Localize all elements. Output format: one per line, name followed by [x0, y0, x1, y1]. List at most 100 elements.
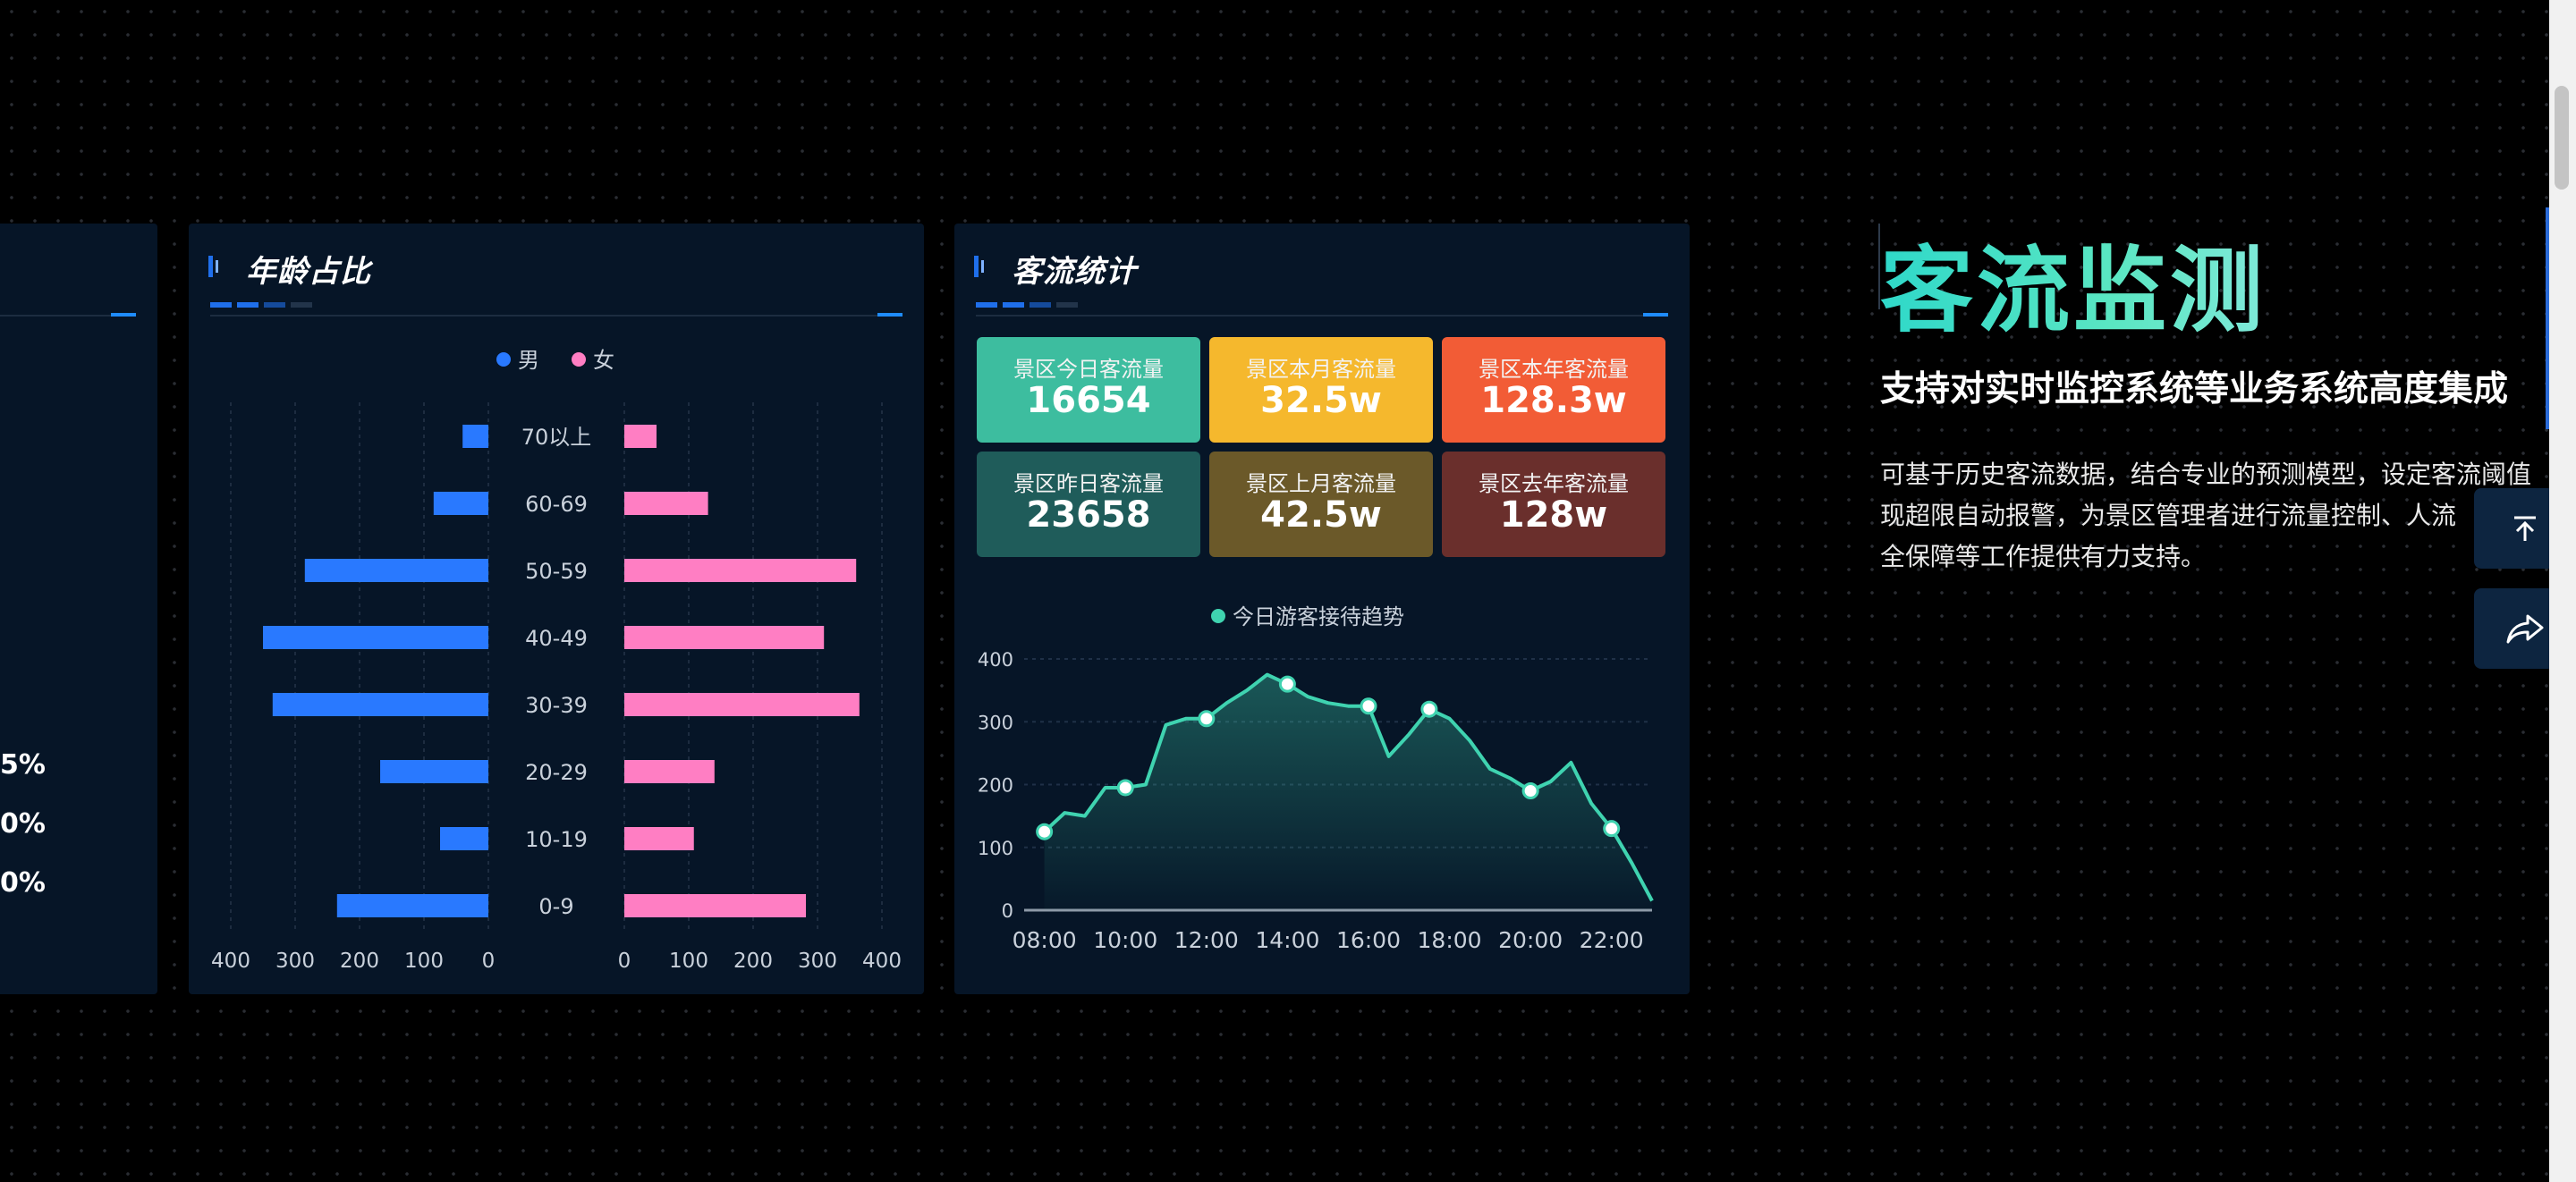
- category-label: 20-29: [525, 760, 588, 785]
- panel-title: 年龄占比: [246, 254, 371, 290]
- bar-male: [263, 626, 488, 649]
- back-to-top-icon: [2514, 516, 2536, 541]
- category-label: 60-69: [525, 492, 588, 517]
- panel-divider: [0, 315, 136, 317]
- stat-card-year: 景区本年客流量 128.3w: [1442, 337, 1665, 443]
- stat-value: 128w: [1499, 494, 1608, 536]
- y-tick-label: 0: [1002, 900, 1013, 922]
- panel-divider: [976, 315, 1668, 317]
- x-tick-label: 200: [733, 950, 773, 973]
- visitor-stats-panel: 客流统计 景区今日客流量 16654 景区本月客流量 32.5w 景区本年客流量…: [954, 224, 1690, 994]
- legend-label: 女: [593, 348, 614, 373]
- stat-card-month: 景区本月客流量 32.5w: [1209, 337, 1433, 443]
- bar-female: [624, 626, 825, 649]
- y-tick-label: 200: [978, 775, 1013, 797]
- description-line: 可基于历史客流数据，结合专业的预测模型，设定客流阈值: [1880, 460, 2532, 489]
- trend-point: [1360, 697, 1377, 715]
- category-label: 70以上: [521, 425, 592, 450]
- stat-value: 16654: [1026, 380, 1151, 421]
- legend-marker: [572, 352, 586, 367]
- x-tick-label: 400: [862, 950, 902, 973]
- x-tick-label: 12:00: [1174, 927, 1239, 953]
- scrollbar-thumb[interactable]: [2555, 86, 2569, 190]
- legend-marker: [496, 352, 511, 367]
- x-tick-label: 300: [798, 950, 837, 973]
- panel-divider-accent: [1643, 313, 1668, 317]
- trend-point: [1116, 779, 1134, 797]
- bar-male: [440, 827, 488, 850]
- stat-label: 景区本年客流量: [1479, 357, 1629, 382]
- section-title: 客流监测: [1880, 215, 2267, 350]
- trend-point: [1036, 823, 1054, 840]
- x-tick-label: 14:00: [1255, 927, 1319, 953]
- trend-point: [1420, 700, 1438, 718]
- stat-value: 32.5w: [1260, 380, 1382, 421]
- stat-label: 景区上月客流量: [1246, 471, 1396, 496]
- section-description: 可基于历史客流数据，结合专业的预测模型，设定客流阈值 现超限自动报警，为景区管理…: [1880, 454, 2560, 578]
- chart-title: 今日游客接待趋势: [1233, 604, 1404, 629]
- description-line: 现超限自动报警，为景区管理者进行流量控制、人流: [1880, 501, 2457, 530]
- trend-line: [1043, 672, 1654, 902]
- panel-divider-accent: [111, 313, 136, 317]
- trend-point: [1198, 710, 1216, 728]
- bar-female: [624, 827, 694, 850]
- age-ratio-panel: 年龄占比 男 女 400 300 200 100 0 0 100 200 300 400 70以上 60-…: [189, 224, 924, 994]
- bar-female: [624, 425, 657, 448]
- bar-female: [624, 894, 807, 917]
- stat-label: 景区本月客流量: [1246, 357, 1396, 382]
- title-mark-icon: [974, 256, 988, 277]
- age-pyramid-chart: 男 女 400 300 200 100 0 0 100 200 300 400 70以上 60-69 50-…: [211, 348, 902, 973]
- x-tick-label: 16:00: [1336, 927, 1401, 953]
- stat-value: 128.3w: [1480, 380, 1627, 421]
- x-tick-label: 200: [340, 950, 379, 973]
- bar-male: [336, 894, 488, 917]
- x-tick-label: 300: [275, 950, 315, 973]
- panel-title: 客流统计: [1012, 254, 1137, 290]
- y-tick-label: 100: [978, 838, 1013, 859]
- category-label: 10-19: [525, 827, 588, 852]
- stat-card-last-year: 景区去年客流量 128w: [1442, 452, 1665, 557]
- stat-card-yesterday: 景区昨日客流量 23658: [977, 452, 1200, 557]
- stat-value: 42.5w: [1260, 494, 1382, 536]
- percent-label: 0%: [0, 867, 46, 899]
- stat-card-today: 景区今日客流量 16654: [977, 337, 1200, 443]
- category-label: 0-9: [538, 894, 573, 919]
- x-tick-label: 22:00: [1580, 927, 1644, 953]
- x-tick-label: 10:00: [1093, 927, 1157, 953]
- x-tick-label: 08:00: [1013, 927, 1077, 953]
- x-tick-label: 0: [482, 950, 496, 973]
- stat-value: 23658: [1026, 494, 1151, 536]
- trend-area: [1044, 674, 1652, 910]
- bar-male: [304, 559, 488, 582]
- bar-female: [624, 760, 715, 783]
- percent-label: 0%: [0, 808, 46, 840]
- percent-label: 5%: [0, 749, 46, 781]
- panel-divider: [210, 315, 902, 317]
- bar-female: [624, 492, 708, 515]
- stat-label: 景区昨日客流量: [1013, 471, 1164, 496]
- y-tick-label: 400: [978, 649, 1013, 671]
- panel-divider-accent: [877, 313, 902, 317]
- x-tick-label: 400: [211, 950, 250, 973]
- x-tick-label: 20:00: [1498, 927, 1563, 953]
- category-label: 50-59: [525, 559, 588, 584]
- x-tick-label: 100: [404, 950, 444, 973]
- stat-card-last-month: 景区上月客流量 42.5w: [1209, 452, 1433, 557]
- legend-label: 男: [518, 348, 539, 373]
- bar-female: [624, 693, 860, 716]
- share-icon: [2506, 614, 2544, 644]
- x-tick-label: 0: [618, 950, 631, 973]
- bar-male: [272, 693, 488, 716]
- legend-marker: [1211, 609, 1225, 623]
- x-tick-label: 18:00: [1418, 927, 1482, 953]
- x-tick-label: 100: [669, 950, 708, 973]
- trend-point: [1278, 675, 1296, 693]
- bar-male: [462, 425, 488, 448]
- category-label: 40-49: [525, 626, 588, 651]
- visitor-trend-chart: 今日游客接待趋势 0 100 200 300 400 08:00 10:00 12:00 14:0…: [978, 604, 1654, 953]
- bar-male: [433, 492, 488, 515]
- stat-label: 景区去年客流量: [1479, 471, 1629, 496]
- scrollbar-track[interactable]: [2549, 0, 2576, 1182]
- bar-female: [624, 559, 857, 582]
- title-mark-icon: [208, 256, 223, 277]
